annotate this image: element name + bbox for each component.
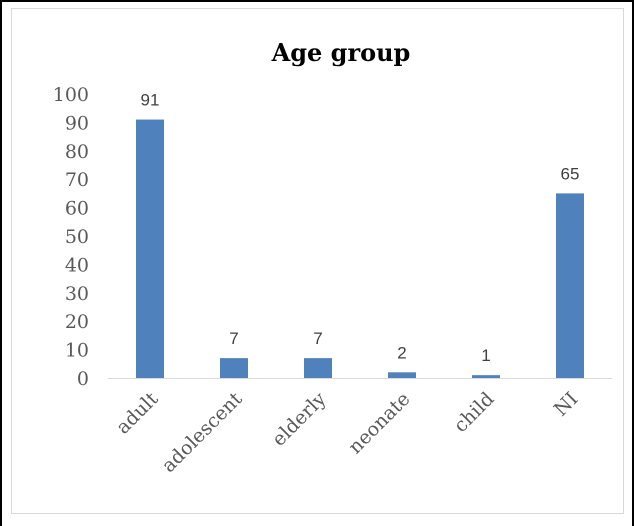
x-tick-label-neonate: neonate <box>344 388 414 458</box>
y-tick-label: 40 <box>65 254 89 276</box>
data-label-ni: 65 <box>561 164 580 183</box>
y-axis: 0 10 20 30 40 50 60 70 80 90 100 <box>53 84 89 390</box>
y-tick-label: 30 <box>65 283 89 305</box>
x-tick-label-adult: adult <box>112 388 163 439</box>
bar-neonate <box>388 372 416 378</box>
bar-elderly <box>304 358 332 378</box>
y-tick-label: 20 <box>65 311 89 333</box>
data-label-neonate: 2 <box>397 343 406 362</box>
x-tick-label-ni: NI <box>550 388 583 421</box>
data-labels: 91 7 7 2 1 65 <box>141 91 580 366</box>
data-label-child: 1 <box>481 346 490 365</box>
data-label-elderly: 7 <box>313 329 322 348</box>
y-tick-label: 60 <box>65 198 89 220</box>
y-tick-label: 90 <box>65 112 89 134</box>
y-tick-label: 70 <box>65 169 89 191</box>
bar-adolescent <box>220 358 248 378</box>
y-tick-label: 50 <box>65 226 89 248</box>
bar-child <box>472 375 500 378</box>
x-tick-label-child: child <box>450 388 499 437</box>
data-label-adult: 91 <box>141 91 160 110</box>
y-tick-label: 80 <box>65 141 89 163</box>
data-label-adolescent: 7 <box>229 329 238 348</box>
chart-title: Age group <box>271 38 411 67</box>
chart-area <box>11 8 624 514</box>
bars <box>136 119 584 378</box>
y-tick-label: 100 <box>53 84 89 106</box>
y-tick-label: 0 <box>77 368 89 390</box>
y-tick-label: 10 <box>65 340 89 362</box>
x-tick-label-elderly: elderly <box>268 388 331 451</box>
bar-ni <box>556 193 584 378</box>
bar-adult <box>136 119 164 378</box>
x-tick-label-adolescent: adolescent <box>158 388 247 477</box>
